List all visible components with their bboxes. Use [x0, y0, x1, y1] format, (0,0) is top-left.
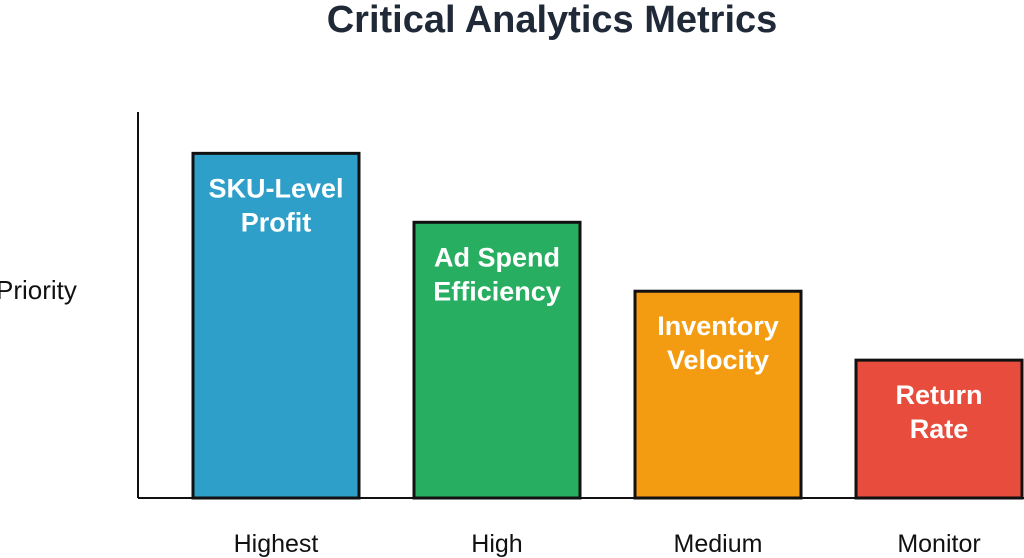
bar-label: Rate	[910, 414, 969, 444]
x-tick-label: Highest	[234, 530, 319, 558]
bar-highest	[191, 151, 361, 500]
x-tick-label: High	[471, 530, 522, 558]
bar-monitor	[854, 358, 1024, 500]
bar-medium	[633, 289, 803, 500]
bar-label: Inventory	[657, 311, 779, 341]
bar-label: Profit	[241, 207, 312, 237]
bar-label: Velocity	[667, 345, 769, 375]
bar-label: SKU-Level	[208, 173, 343, 203]
axes-layer	[137, 112, 1024, 499]
bars-layer: SKU-Level Profit Ad Spend Efficiency Invento…	[191, 151, 1024, 500]
y-axis-label: Priority	[0, 275, 77, 305]
ticks-layer: Highest High Medium Monitor	[234, 530, 981, 558]
x-tick-label: Medium	[674, 530, 763, 558]
bar-high	[412, 220, 582, 500]
bar-label: Ad Spend	[434, 242, 560, 272]
x-tick-label: Monitor	[897, 530, 980, 558]
chart-title: Critical Analytics Metrics	[327, 0, 778, 41]
bar-label: Efficiency	[433, 276, 561, 306]
bar-label: Return	[896, 380, 983, 410]
